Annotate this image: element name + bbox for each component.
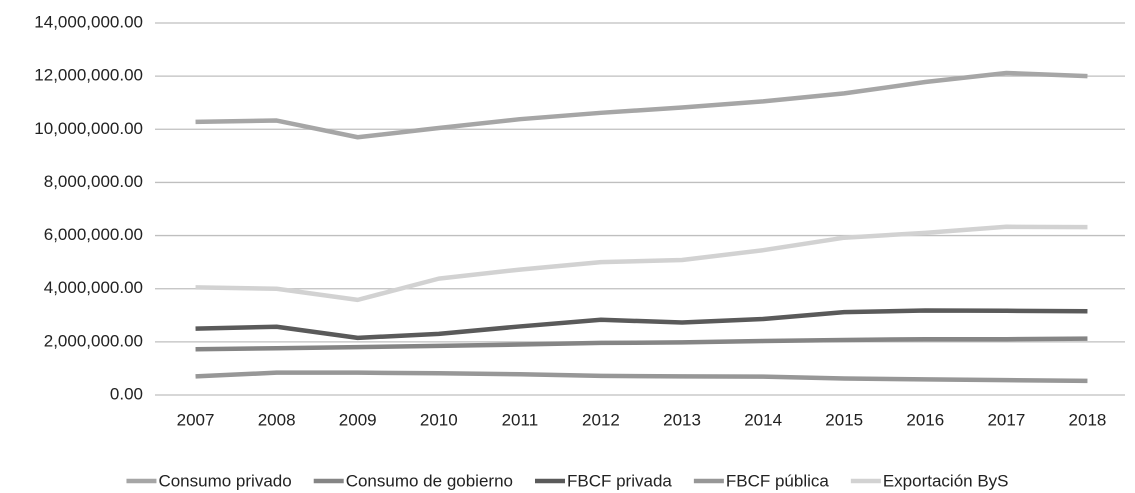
series-line xyxy=(195,308,1088,341)
series-line xyxy=(195,70,1088,140)
legend-label: Consumo de gobierno xyxy=(346,471,513,490)
legend-label: Exportación ByS xyxy=(883,471,1009,490)
series-line xyxy=(195,370,1088,384)
x-tick-label: 2012 xyxy=(582,410,620,429)
y-tick-label: 0.00 xyxy=(110,384,143,403)
x-tick-label: 2013 xyxy=(663,410,701,429)
y-tick-label: 4,000,000.00 xyxy=(44,278,143,297)
y-tick-label: 12,000,000.00 xyxy=(34,66,143,85)
x-tick-label: 2014 xyxy=(744,410,782,429)
legend-label: FBCF privada xyxy=(567,471,672,490)
x-tick-label: 2008 xyxy=(258,410,296,429)
x-tick-label: 2016 xyxy=(906,410,944,429)
y-tick-label: 2,000,000.00 xyxy=(44,331,143,350)
x-tick-label: 2015 xyxy=(825,410,863,429)
x-tick-label: 2010 xyxy=(420,410,458,429)
legend-label: Consumo privado xyxy=(158,471,291,490)
x-tick-label: 2007 xyxy=(177,410,215,429)
x-tick-label: 2017 xyxy=(987,410,1025,429)
legend-label: FBCF pública xyxy=(726,471,830,490)
y-tick-label: 10,000,000.00 xyxy=(34,119,143,138)
x-tick-label: 2009 xyxy=(339,410,377,429)
x-tick-label: 2018 xyxy=(1069,410,1107,429)
x-tick-label: 2011 xyxy=(502,410,539,429)
y-tick-label: 14,000,000.00 xyxy=(34,12,143,31)
series-line xyxy=(195,224,1088,303)
series-line xyxy=(195,336,1088,352)
y-tick-label: 8,000,000.00 xyxy=(44,172,143,191)
y-tick-label: 6,000,000.00 xyxy=(44,225,143,244)
